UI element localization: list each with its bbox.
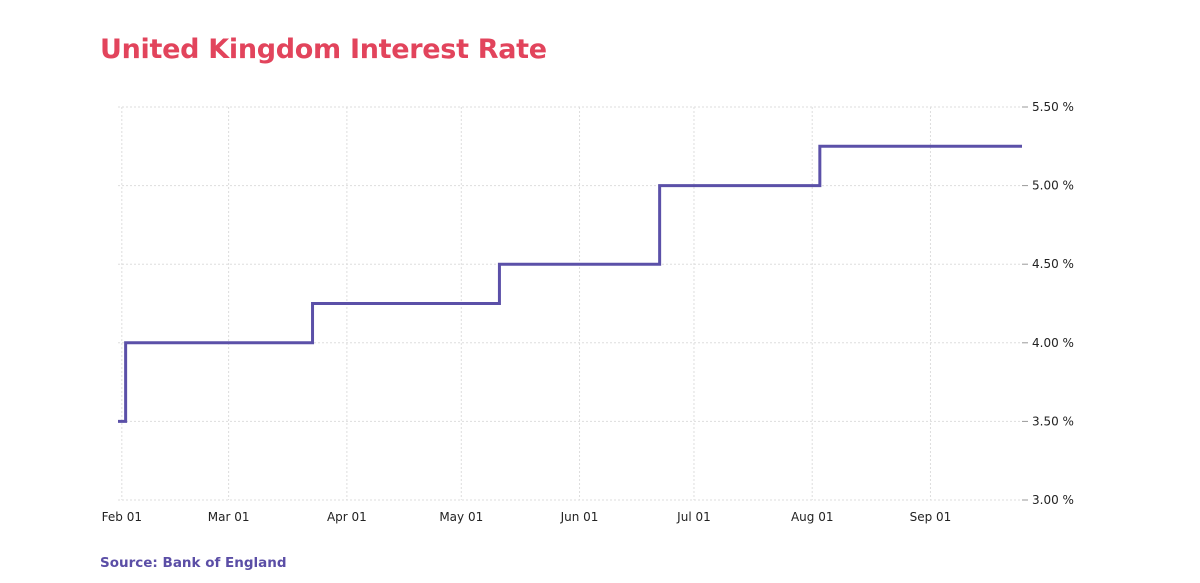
source-note: Source: Bank of England	[100, 555, 287, 571]
y-tick-label: 5.50 %	[1032, 100, 1074, 114]
x-axis: Feb 01 Mar 01 Apr 01 May 01 Jun 01 Jul 01 Aug …	[102, 510, 952, 524]
x-tick-label: Aug 01	[791, 510, 834, 524]
x-tick-label: Jun 01	[560, 510, 599, 524]
y-axis: 3.00 % 3.50 % 4.00 % 4.50 % 5.00 % 5.50 %	[1022, 100, 1074, 507]
y-tick-label: 3.50 %	[1032, 414, 1074, 428]
y-tick-label: 3.00 %	[1032, 493, 1074, 507]
y-tick-label: 4.50 %	[1032, 257, 1074, 271]
series-group	[118, 144, 1022, 423]
x-tick-label: May 01	[439, 510, 483, 524]
y-tick-label: 5.00 %	[1032, 179, 1074, 193]
x-tick-label: Mar 01	[208, 510, 250, 524]
series-line	[118, 144, 1022, 423]
x-tick-label: Feb 01	[102, 510, 142, 524]
chart-title: United Kingdom Interest Rate	[100, 34, 547, 65]
x-tick-label: Jul 01	[676, 510, 711, 524]
gridlines	[118, 106, 1022, 501]
x-tick-label: Apr 01	[327, 510, 367, 524]
y-tick-label: 4.00 %	[1032, 336, 1074, 350]
x-tick-label: Sep 01	[910, 510, 952, 524]
